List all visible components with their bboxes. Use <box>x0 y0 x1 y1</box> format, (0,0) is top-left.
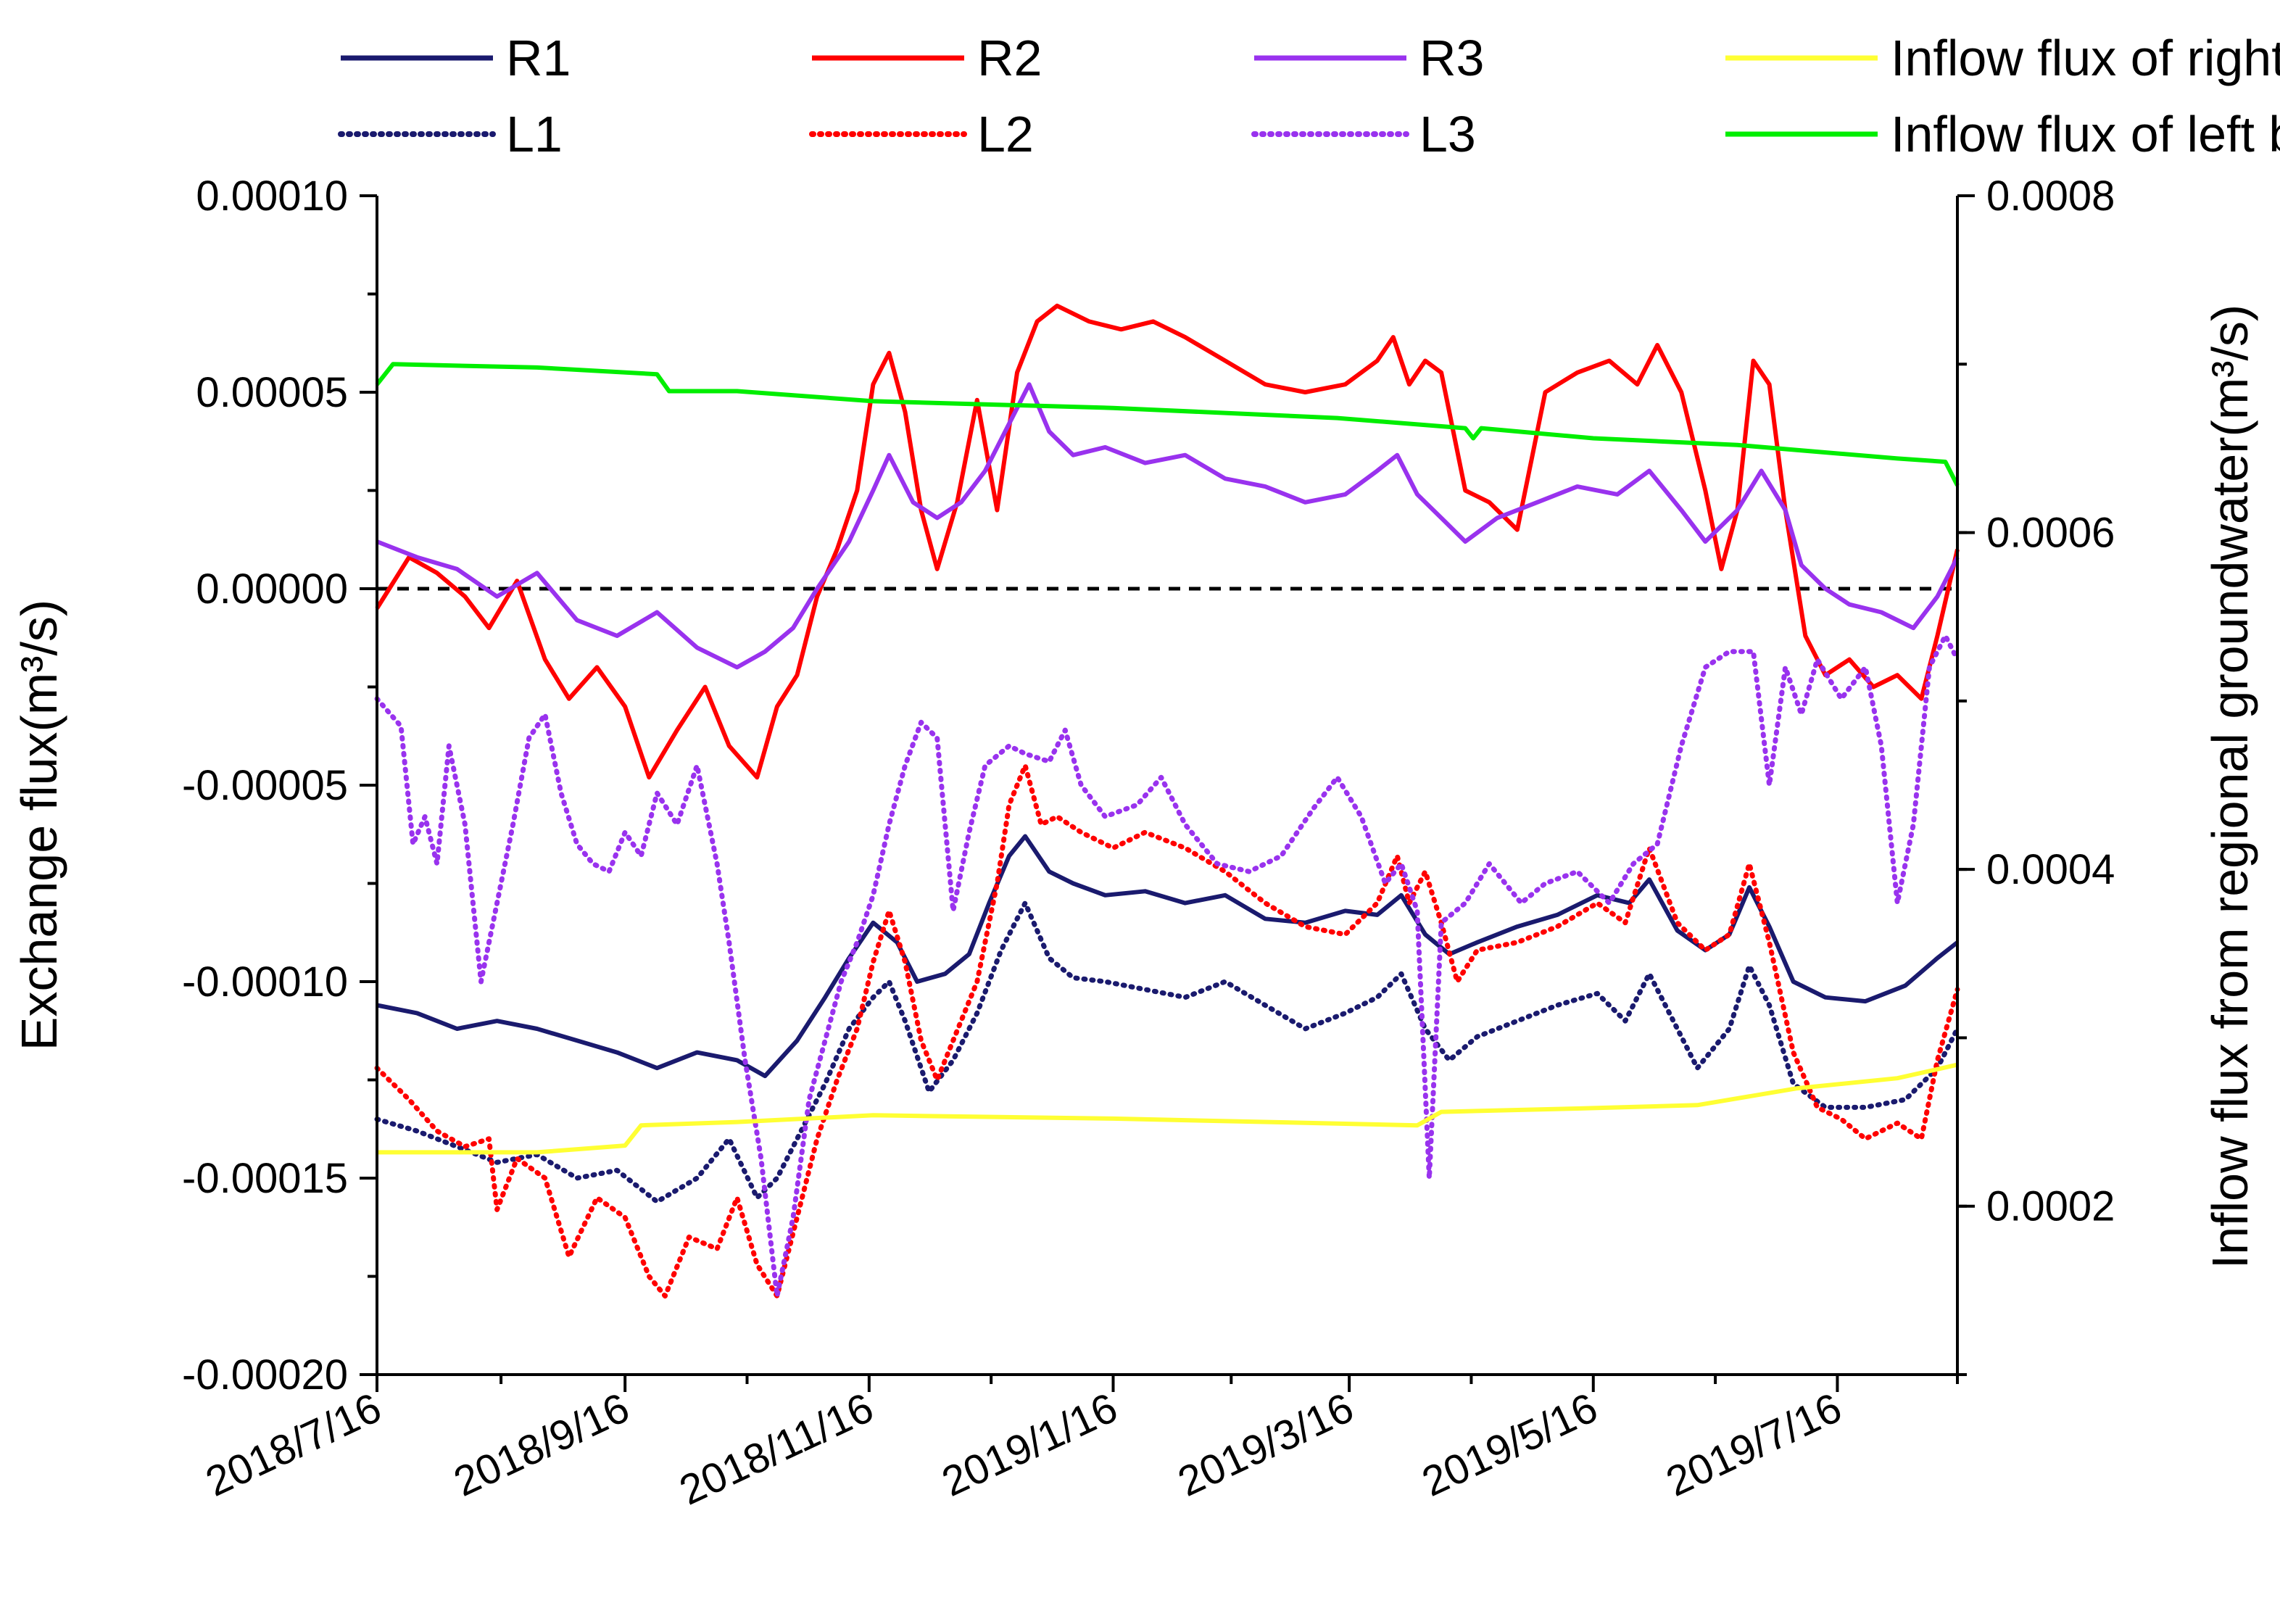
series-line-inflow-flux-of-right-bank <box>377 1062 1958 1155</box>
series-line-r2 <box>375 303 1960 780</box>
axes-layer: 0.00010 0.00005 0.00000 -0.00005 -0.00010 -0.… <box>182 173 2115 1515</box>
y2-tick-label: 0.0008 <box>1986 173 2115 220</box>
x-tick-label: 2019/7/16 <box>1659 1384 1849 1506</box>
series-line-l2 <box>374 763 1960 1299</box>
x-tick-label: 2019/5/16 <box>1415 1384 1604 1506</box>
legend-item-r3-label: R3 <box>1419 30 1484 86</box>
y-tick-label: -0.00010 <box>182 958 348 1006</box>
y-tick-label: 0.00005 <box>196 369 348 416</box>
y2-tick-label: 0.0002 <box>1986 1183 2115 1230</box>
y2-axis-title: Inflow flux from regional groundwater(m³… <box>2202 304 2258 1269</box>
series-line-l1 <box>374 900 1960 1204</box>
y-axis-title: Exchange flux(m³/s) <box>11 600 67 1051</box>
legend-item-l2-label: L2 <box>977 106 1034 162</box>
legend-item-inflow-flux-of-left-bank-label: Inflow flux of left bank <box>1891 106 2280 162</box>
series-layer <box>374 303 1960 1299</box>
x-tick-label: 2018/11/16 <box>673 1384 881 1515</box>
x-tick-label: 2018/7/16 <box>199 1384 388 1506</box>
y2-tick-label: 0.0006 <box>1986 510 2115 557</box>
series-line-r3 <box>376 382 1960 670</box>
y-tick-label: -0.00015 <box>182 1155 348 1202</box>
y-tick-label: 0.00000 <box>196 566 348 613</box>
legend: R1 R2 R3 Inflow flux of right bank L1 L2 L3 Inf… <box>338 30 2280 162</box>
legend-item-inflow-flux-of-right-bank-label: Inflow flux of right bank <box>1891 30 2280 86</box>
x-tick-label: 2019/1/16 <box>935 1384 1124 1506</box>
legend-item-l3-label: L3 <box>1419 106 1476 162</box>
series-line-r1 <box>376 834 1959 1079</box>
legend-item-l1-label: L1 <box>506 106 563 162</box>
legend-item-r2-label: R2 <box>977 30 1042 86</box>
series-line-inflow-flux-of-left-bank <box>375 362 1960 486</box>
series-line-l3 <box>374 633 1960 1299</box>
x-tick-label: 2019/3/16 <box>1171 1384 1360 1506</box>
y-tick-label: -0.00005 <box>182 762 348 809</box>
x-tick-label: 2018/9/16 <box>447 1384 636 1506</box>
legend-item-r1-label: R1 <box>506 30 571 86</box>
y-tick-label: 0.00010 <box>196 173 348 220</box>
y-tick-label: -0.00020 <box>182 1351 348 1399</box>
y2-tick-label: 0.0004 <box>1986 846 2115 893</box>
